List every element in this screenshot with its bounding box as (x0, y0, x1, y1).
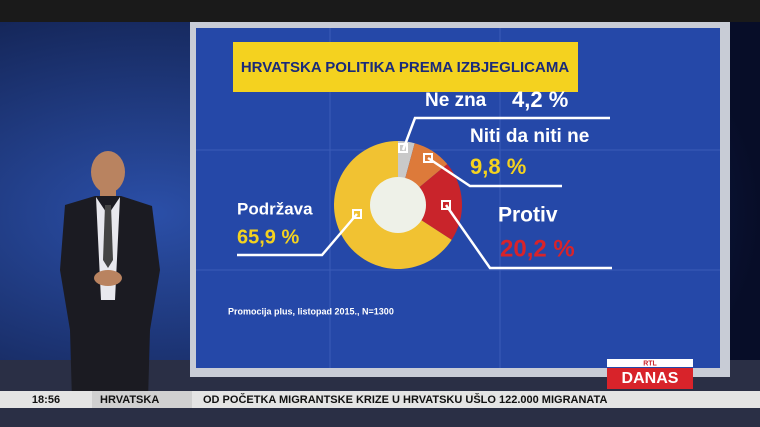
slice-value: 20,2 % (500, 235, 575, 262)
presenter (60, 151, 160, 400)
logo-main: DANAS (622, 370, 679, 387)
leader-line (427, 156, 562, 188)
slice-value: 9,8 % (470, 154, 526, 179)
leader-line (237, 213, 358, 257)
slice-label: Podržava (237, 199, 313, 218)
slice-value: 4,2 % (512, 87, 568, 112)
leader-dot (398, 143, 408, 153)
slice-label: Niti da niti ne (470, 126, 589, 147)
leader-dot (441, 200, 451, 210)
pie-slice (398, 164, 462, 240)
donut-hole (370, 177, 426, 233)
slice-value: 65,9 % (237, 226, 299, 248)
slice-label: Protiv (498, 204, 558, 227)
logo-box (607, 368, 693, 389)
leader-line (401, 116, 610, 151)
slice-label: Ne zna (425, 90, 487, 111)
studio-ceiling (0, 0, 760, 22)
ticker-time: 18:56 (32, 394, 60, 406)
ticker-headline: OD POČETKA MIGRANTSKE KRIZE U HRVATSKU U… (203, 393, 607, 406)
leader-dot (352, 209, 362, 219)
chart-title: HRVATSKA POLITIKA PREMA IZBJEGLICAMA (241, 59, 570, 76)
ticker-section: HRVATSKA (100, 394, 159, 406)
title-box (233, 42, 578, 92)
leader-line (444, 204, 612, 270)
leader-dot (423, 153, 433, 163)
source-note: Promocija plus, listopad 2015., N=1300 (228, 306, 394, 316)
logo-top: RTL (643, 360, 657, 367)
ticker-section-box (92, 391, 192, 408)
logo-top-box (607, 359, 693, 367)
